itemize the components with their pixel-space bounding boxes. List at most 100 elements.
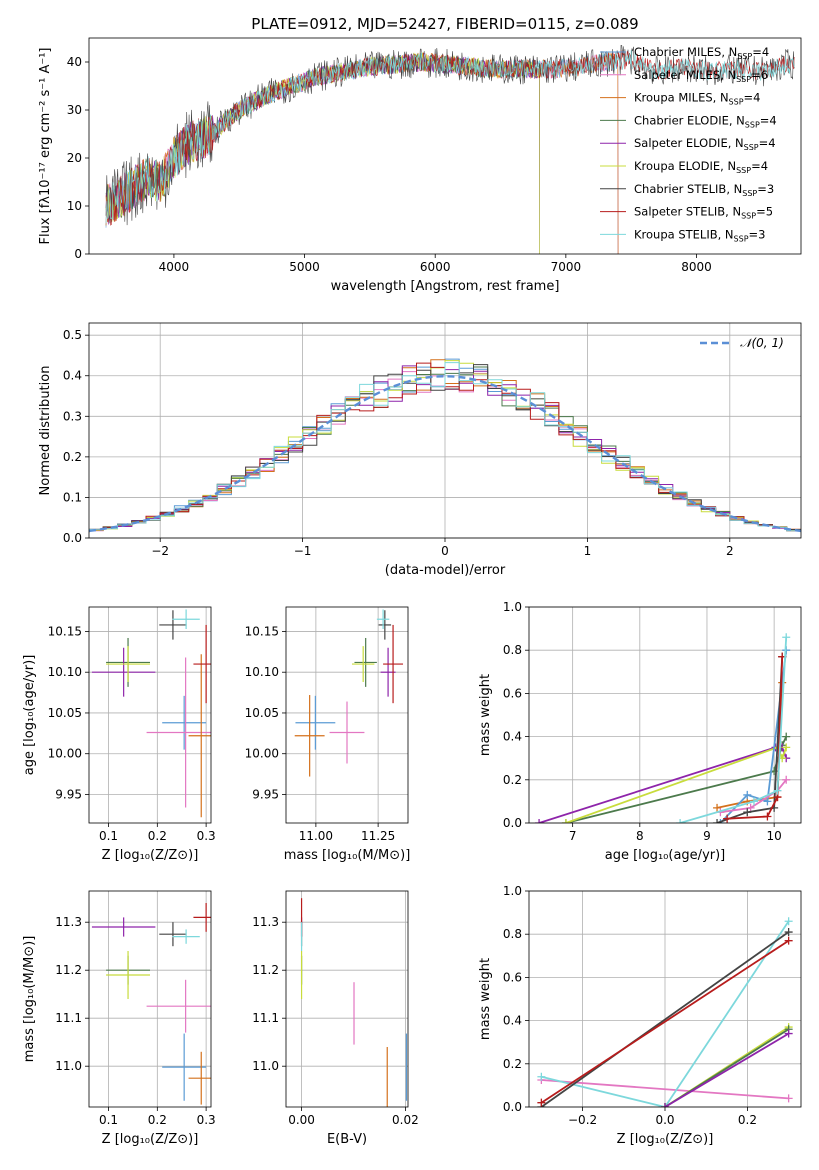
residuals-frame [88, 322, 802, 539]
weight_vs_age-xtick-label: 8 [636, 829, 644, 843]
residuals-ytick-label: 0.3 [63, 409, 82, 423]
weight_vs_age-xtick-label: 9 [703, 829, 711, 843]
weight_vs_age-ylabel: mass weight [478, 674, 493, 756]
legend-entry: Kroupa STELIB, NSSP=3 [634, 227, 765, 243]
age_vs_mass-ytick-label: 10.10 [245, 665, 279, 679]
age_vs_mass-ytick-label: 10.05 [245, 706, 279, 720]
mass_vs_ebv-xtick-label: 0.00 [288, 1113, 315, 1127]
weight-marker [782, 743, 791, 752]
weight_vs_Z-ytick-label: 0.6 [503, 970, 522, 984]
weight_vs_age-ytick-label: 0.8 [503, 643, 522, 657]
weight_vs_age-xtick-label: 7 [569, 829, 577, 843]
spectrum-lines [105, 45, 795, 254]
weight-marker [749, 797, 758, 806]
legend-entry: Kroupa ELODIE, NSSP=4 [634, 159, 768, 175]
spectrum-ytick-label: 0 [74, 247, 82, 261]
residuals-ytick-label: 0.0 [63, 531, 82, 545]
weight-marker [773, 786, 782, 795]
mass_vs_ebv-ytick-label: 11.0 [252, 1059, 279, 1073]
age_vs_mass-xtick-label: 11.00 [299, 829, 333, 843]
spectrum-legend: Chabrier MILES, NSSP=4 Salpeter MILES, NS… [600, 45, 777, 243]
mass_vs_Z-frame [88, 890, 212, 1108]
weight-marker [723, 814, 732, 823]
mass_vs_Z-xtick-label: 0.1 [99, 1113, 118, 1127]
age_vs_mass-xlabel: mass [log₁₀(M/M⊙)] [284, 848, 411, 863]
spectrum-ytick-label: 30 [67, 103, 82, 117]
weight-marker [535, 819, 544, 823]
weight-marker [782, 633, 791, 642]
weight_vs_age-xtick-label: 10 [766, 829, 781, 843]
age_vs_Z-ylabel: age [log₁₀(age/yr)] [22, 655, 37, 776]
weight-line [720, 779, 787, 814]
mass_vs_Z-points [91, 903, 211, 1105]
mass_vs_ebv-frame [285, 890, 409, 1108]
residuals-ytick-label: 0.5 [63, 328, 82, 342]
weight-line [716, 682, 784, 809]
weight-marker [713, 803, 722, 812]
mass_vs_ebv-panel: 0.00 0.02 11.0 11.1 11.2 11.3 E(B-V) [252, 890, 419, 1147]
weight-line [664, 1032, 790, 1107]
age_vs_mass-panel: 11.00 11.25 9.95 10.00 10.05 10.10 10.15 mass [… [245, 606, 411, 863]
age_vs_Z-xtick-label: 0.3 [197, 829, 216, 843]
spectrum-xtick-label: 4000 [159, 260, 190, 274]
weight-marker [561, 819, 570, 823]
spectrum-xtick-label: 8000 [681, 260, 712, 274]
age_vs_Z-panel: 0.1 0.2 0.3 9.95 10.00 10.05 10.10 10.15 Z [log₁… [22, 606, 216, 863]
weight_vs_age-panel: 7 8 9 10 0.0 0.2 0.4 0.6 0.8 1.0 age [log₁₀(age/yr… [478, 600, 802, 863]
weight_vs_age-ytick-label: 0.0 [503, 816, 522, 830]
mass_vs_ebv-ytick-label: 11.2 [252, 963, 279, 977]
normal-curve [89, 374, 801, 533]
residuals-xtick-label: 2 [726, 544, 734, 558]
residuals-xtick-label: −2 [151, 544, 169, 558]
weight_vs_Z-ytick-label: 0.2 [503, 1057, 522, 1071]
mass_vs_Z-panel: 0.1 0.2 0.3 11.0 11.1 11.2 11.3 Z [log₁₀(Z/Z⊙)]… [22, 890, 216, 1147]
residuals-ytick-label: 0.1 [63, 490, 82, 504]
weight-marker [763, 812, 772, 821]
weight-marker [537, 1098, 546, 1107]
age_vs_Z-ytick-label: 10.10 [48, 665, 82, 679]
weight-marker [782, 775, 791, 784]
residual-histogram [89, 362, 801, 533]
residuals-xtick-label: −1 [294, 544, 312, 558]
legend-entry: Chabrier STELIB, NSSP=3 [634, 182, 774, 198]
mass_vs_Z-ytick-label: 11.1 [55, 1011, 82, 1025]
weight_vs_Z-ytick-label: 0.8 [503, 927, 522, 941]
weight_vs_Z-lines [537, 917, 793, 1107]
mass_vs_ebv-xtick-label: 0.02 [392, 1113, 419, 1127]
weight_vs_Z-xtick-label: 0.0 [655, 1113, 674, 1127]
weight_vs_age-xlabel: age [log₁₀(age/yr)] [605, 848, 726, 863]
weight_vs_age-ytick-label: 0.4 [503, 730, 522, 744]
age_vs_Z-frame [88, 606, 212, 824]
weight-marker [784, 936, 793, 945]
weight_vs_Z-xlabel: Z [log₁₀(Z/Z⊙)] [617, 1132, 714, 1147]
residuals-xlabel: (data-model)/error [385, 563, 506, 578]
age_vs_Z-ytick-label: 9.95 [55, 787, 82, 801]
weight_vs_Z-ytick-label: 0.0 [503, 1100, 522, 1114]
mass_vs_ebv-points [300, 898, 408, 1107]
weight-line [727, 656, 784, 820]
weight_vs_Z-xtick-label: 0.2 [738, 1113, 757, 1127]
age_vs_Z-points [91, 609, 211, 818]
weight-line [541, 920, 790, 1107]
weight-marker [743, 790, 752, 799]
age_vs_mass-ytick-label: 10.00 [245, 747, 279, 761]
weight_vs_age-ytick-label: 0.6 [503, 686, 522, 700]
age_vs_Z-xtick-label: 0.1 [99, 829, 118, 843]
weight_vs_Z-ytick-label: 1.0 [503, 884, 522, 898]
residuals-panel: −2 −1 0 1 2 0.0 0.1 0.2 0.3 0.4 0.5 (data-model)/er… [38, 322, 802, 578]
weight-marker [784, 1094, 793, 1103]
spectrum-xlabel: wavelength [Angstrom, rest frame] [331, 279, 560, 294]
spectrum-ytick-label: 40 [67, 55, 82, 69]
weight-marker [716, 819, 725, 823]
mass_vs_Z-ytick-label: 11.2 [55, 963, 82, 977]
legend-entry: Chabrier MILES, NSSP=4 [634, 45, 769, 61]
weight_vs_Z-xtick-label: −0.2 [568, 1113, 597, 1127]
weight-line [679, 637, 788, 823]
age_vs_Z-ytick-label: 10.15 [48, 624, 82, 638]
mass_vs_Z-ylabel: mass [log₁₀(M/M⊙)] [22, 936, 37, 1063]
residuals-hists [89, 358, 801, 533]
age_vs_mass-points [294, 609, 404, 777]
spectrum-ytick-label: 10 [67, 199, 82, 213]
normal-legend-label: 𝒩(0, 1) [740, 336, 784, 350]
residuals-ytick-label: 0.4 [63, 369, 82, 383]
